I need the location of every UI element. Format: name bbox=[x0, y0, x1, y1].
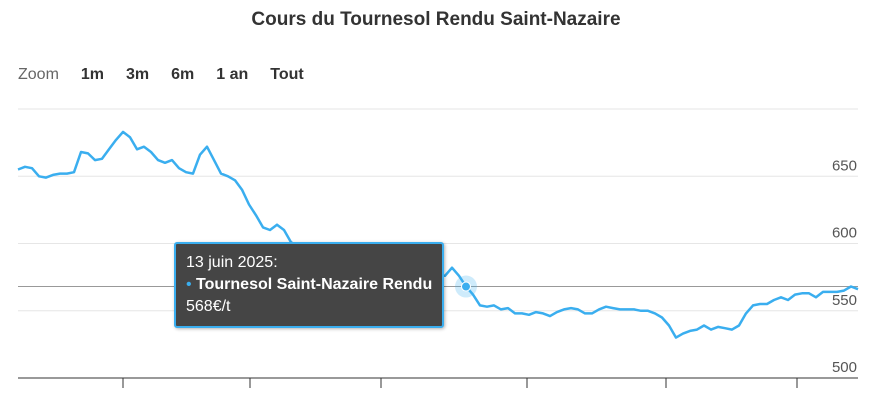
tooltip: 13 juin 2025: • Tournesol Saint-Nazaire … bbox=[174, 241, 445, 328]
tooltip-series: • Tournesol Saint-Nazaire Rendu bbox=[186, 275, 433, 293]
range-button[interactable]: 1m bbox=[80, 66, 105, 83]
hover-point bbox=[461, 281, 471, 292]
tooltip-series-name: Tournesol Saint-Nazaire Rendu bbox=[196, 275, 433, 293]
y-tick-label: 550 bbox=[832, 292, 857, 309]
y-tick-label: 500 bbox=[832, 359, 857, 376]
zoom-label: Zoom bbox=[18, 66, 59, 83]
chart-title: Cours du Tournesol Rendu Saint-Nazaire bbox=[251, 9, 620, 30]
tooltip-value: 568€/t bbox=[186, 297, 231, 315]
tooltip-date: 13 juin 2025: bbox=[186, 253, 278, 271]
y-tick-label: 650 bbox=[832, 157, 857, 174]
range-button[interactable]: 1 an bbox=[216, 66, 249, 83]
range-button[interactable]: 6m bbox=[171, 66, 195, 83]
y-tick-label: 600 bbox=[832, 225, 857, 242]
range-button[interactable]: Tout bbox=[270, 66, 304, 83]
range-button[interactable]: 3m bbox=[126, 66, 150, 83]
range-selector: Zoom 1m 3m 6m 1 an Tout bbox=[18, 66, 304, 84]
